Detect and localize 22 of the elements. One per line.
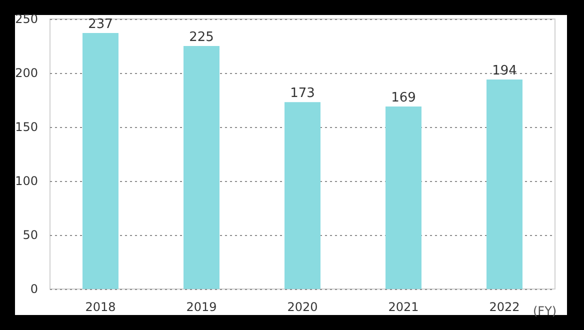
bar xyxy=(386,106,422,289)
x-axis-title: (FY) xyxy=(533,304,557,318)
data-label: 237 xyxy=(88,17,113,32)
bar xyxy=(82,33,118,289)
data-label: 173 xyxy=(290,86,315,102)
x-tick-label: 2019 xyxy=(186,300,217,314)
data-label: 169 xyxy=(391,90,416,106)
x-tick-label: 2022 xyxy=(489,300,520,314)
y-tick-label: 50 xyxy=(22,228,38,242)
x-tick-label: 2021 xyxy=(388,300,419,314)
bar xyxy=(486,79,522,289)
bar xyxy=(184,46,220,289)
x-tick-label: 2018 xyxy=(85,300,116,314)
y-tick-label: 200 xyxy=(15,66,38,80)
bar xyxy=(284,102,320,289)
x-tick-label: 2020 xyxy=(287,300,318,314)
y-tick-label: 250 xyxy=(15,12,38,26)
y-tick-label: 0 xyxy=(30,282,38,296)
y-tick-label: 150 xyxy=(15,120,38,134)
data-label: 225 xyxy=(189,30,214,45)
data-label: 194 xyxy=(492,63,517,78)
y-tick-label: 100 xyxy=(15,174,38,188)
